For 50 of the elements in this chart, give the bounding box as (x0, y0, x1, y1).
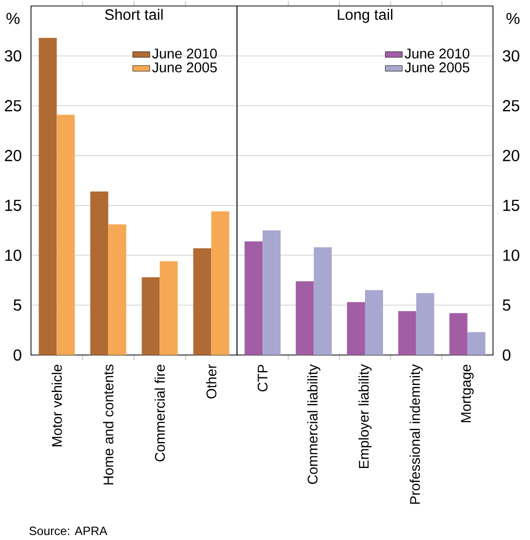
bar (467, 332, 486, 355)
bar (193, 248, 212, 355)
bar (211, 211, 230, 355)
y-tick-label: 10 (5, 250, 22, 261)
legend-label: June 2010 (404, 48, 470, 58)
x-tick-label: Home and contents (103, 364, 114, 484)
y-tick-label: 0 (502, 349, 510, 361)
y-tick-label: 20 (502, 150, 520, 162)
chart-title: Long tail (338, 8, 392, 23)
legend-label: June 2005 (404, 62, 470, 72)
bar (90, 191, 108, 355)
y-tick-label: 25 (502, 100, 520, 112)
bar (160, 261, 178, 355)
source-note: Source: APRA (29, 526, 108, 536)
bar (296, 281, 314, 355)
bar (244, 241, 263, 355)
y-tick-label: 25 (4, 100, 22, 112)
x-tick-label: Professional indemnity (410, 364, 423, 504)
bar (416, 293, 434, 355)
legend-label: June 2005 (152, 62, 217, 72)
x-tick-label: Other (206, 364, 216, 398)
y-tick-label: 20 (4, 150, 22, 162)
y-tick-label: 15 (503, 200, 520, 212)
bar (398, 311, 416, 355)
y-tick-label: 30 (4, 50, 22, 62)
bar (142, 277, 160, 355)
bar (365, 290, 384, 355)
x-tick-label: Employer liability (358, 364, 372, 468)
y-tick-label: 15 (5, 200, 22, 212)
bar (347, 302, 366, 355)
x-tick-label: Motor vehicle (52, 364, 62, 446)
bar (449, 313, 468, 355)
y-axis-title: % (6, 12, 20, 24)
y-axis-title: % (506, 12, 520, 24)
legend-label: June 2010 (152, 48, 217, 58)
bar (56, 114, 75, 355)
bar (38, 38, 57, 355)
y-tick-label: 0 (14, 349, 22, 361)
y-tick-label: 5 (502, 300, 510, 311)
x-tick-label: Commercial liability (307, 364, 320, 484)
chart-title: Short tail (105, 8, 163, 20)
x-tick-label: CTP (258, 364, 268, 392)
bar (262, 230, 281, 355)
x-tick-label: Commercial fire (154, 364, 165, 462)
bar (108, 224, 126, 355)
bar (314, 247, 332, 355)
y-tick-label: 10 (503, 250, 520, 261)
y-tick-label: 5 (14, 300, 22, 311)
y-tick-label: 30 (502, 50, 520, 62)
x-tick-label: Mortgage (461, 364, 474, 422)
